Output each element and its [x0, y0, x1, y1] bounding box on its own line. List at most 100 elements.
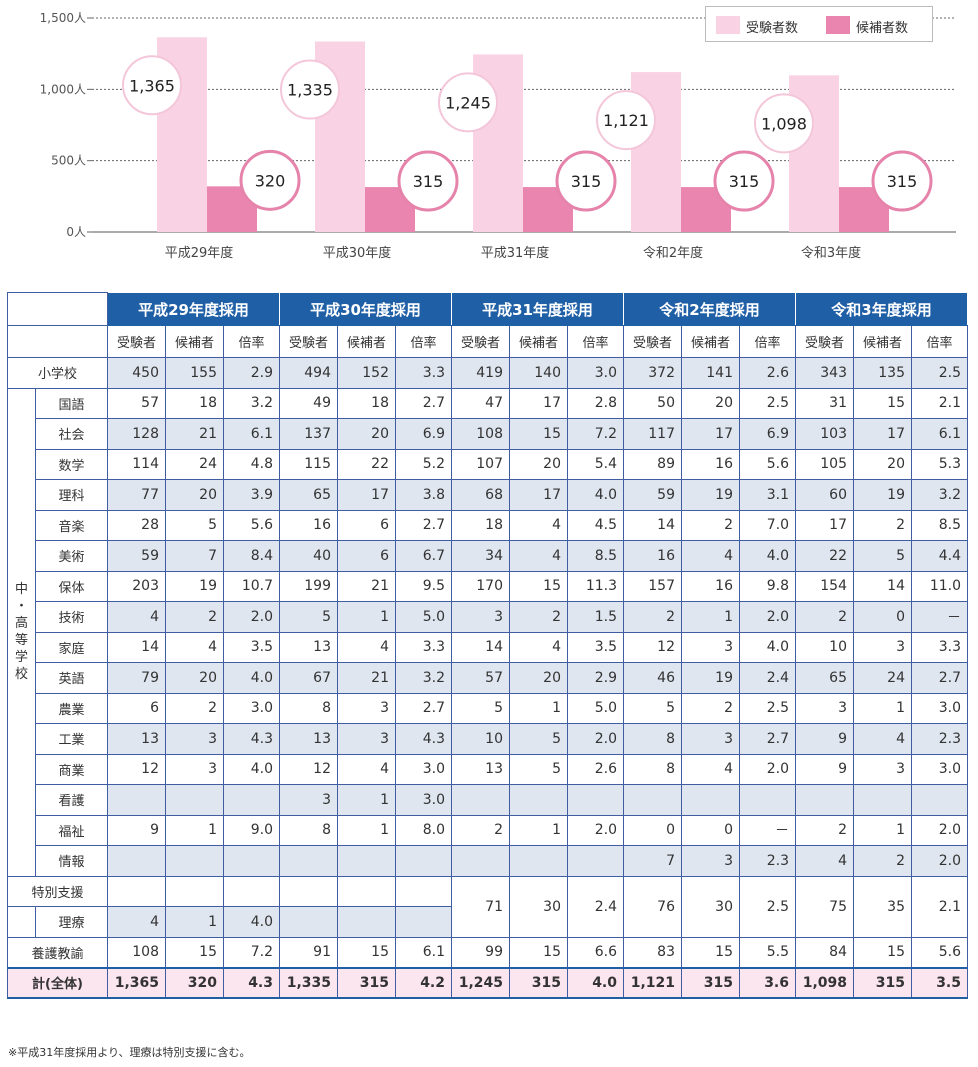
- ratio-cell: 4.0: [739, 631, 796, 663]
- ratio-cell: 4.3: [223, 723, 280, 755]
- applicants-cell: 157: [623, 570, 682, 602]
- ratio-cell: 7.2: [223, 936, 280, 968]
- ratio-cell: 4.0: [567, 966, 624, 999]
- ratio-cell: 2.9: [223, 357, 280, 389]
- ratio-cell: 1.5: [567, 601, 624, 633]
- corner-cell: [7, 325, 108, 358]
- column-header: 受験者: [451, 325, 510, 358]
- y-tick-label: 1,000人: [40, 82, 86, 96]
- ratio-cell: 2.1: [911, 875, 968, 938]
- legend-label-applicants: 受験者数: [746, 21, 799, 36]
- ratio-cell: 2.7: [739, 723, 796, 755]
- ratio-cell: [567, 845, 624, 877]
- ratio-cell: 3.5: [567, 631, 624, 663]
- candidates-cell: 1: [509, 814, 568, 846]
- ratio-cell: 10.7: [223, 570, 280, 602]
- x-tick-label: 平成30年度: [323, 245, 392, 261]
- candidates-cell: 5: [509, 723, 568, 755]
- ratio-cell: 3.6: [739, 966, 796, 999]
- applicants-cell: 99: [451, 936, 510, 968]
- table-row: 農業 6 2 3.0 8 3 2.7 5 1 5.0 5 2 2.5 3 1 3.0: [8, 692, 968, 724]
- ratio-cell: 4.0: [567, 479, 624, 511]
- candidates-cell: 4: [337, 631, 396, 663]
- data-label-circle-candidates: [239, 149, 301, 211]
- row-label: 数学: [35, 448, 108, 480]
- row-label: 情報: [35, 845, 108, 877]
- ratio-cell: 2.7: [911, 662, 968, 694]
- ratio-cell: 5.6: [739, 448, 796, 480]
- column-header-row: 受験者 候補者 倍率 受験者 候補者 倍率 受験者 候補者 倍率 受験者 候補者 倍率 受験者 候補者 倍率: [7, 325, 968, 358]
- applicants-cell: 14: [451, 631, 510, 663]
- data-label-circle-applicants: [754, 93, 814, 154]
- ratio-cell: 2.0: [739, 601, 796, 633]
- candidates-cell: 15: [509, 418, 568, 450]
- ratio-cell: [567, 784, 624, 816]
- applicants-cell: 4: [795, 845, 854, 877]
- ratio-cell: 2.5: [739, 387, 796, 419]
- data-label-circle-applicants: [280, 59, 340, 120]
- applicants-cell: 4: [107, 906, 166, 938]
- vertical-char: 学: [14, 650, 28, 665]
- candidates-cell: 20: [681, 387, 740, 419]
- data-label-candidates: 315: [887, 172, 918, 191]
- vertical-char: ・: [14, 599, 28, 614]
- candidates-cell: 4: [165, 631, 224, 663]
- applicants-cell: 450: [107, 357, 166, 389]
- candidates-cell: 17: [681, 418, 740, 450]
- ratio-cell: [395, 845, 452, 877]
- ratio-cell: 5.4: [567, 448, 624, 480]
- ratio-cell: 4.5: [567, 509, 624, 541]
- bar-chart: 0人 500人 1,000人 1,500人 1,365 320 平成29年度 1,335 315…: [40, 11, 956, 261]
- candidates-cell: 2: [853, 845, 912, 877]
- ratio-cell: 6.9: [395, 418, 452, 450]
- applicants-cell: 47: [451, 387, 510, 419]
- applicants-cell: 13: [107, 723, 166, 755]
- candidates-cell: 1: [853, 814, 912, 846]
- candidates-cell: 4: [337, 753, 396, 785]
- applicants-cell: 2: [795, 814, 854, 846]
- year-header: 平成31年度採用: [451, 292, 624, 326]
- candidates-cell: 20: [509, 448, 568, 480]
- ratio-cell: 5.0: [567, 692, 624, 724]
- ratio-cell: 2.4: [567, 875, 624, 938]
- applicants-cell: [623, 784, 682, 816]
- candidates-cell: 2: [165, 692, 224, 724]
- applicants-cell: 68: [451, 479, 510, 511]
- candidates-cell: 22: [337, 448, 396, 480]
- applicants-cell: 2: [795, 601, 854, 633]
- legend-swatch-candidates: [826, 16, 850, 34]
- ratio-cell: 6.9: [739, 418, 796, 450]
- applicants-cell: 13: [279, 723, 338, 755]
- table-row: 理科 77 20 3.9 65 17 3.8 68 17 4.0 59 19 3.1 60 19 3.2: [8, 479, 968, 511]
- candidates-cell: 315: [509, 966, 568, 999]
- column-header: 受験者: [623, 325, 682, 358]
- candidates-cell: 20: [853, 448, 912, 480]
- applicants-cell: 57: [451, 662, 510, 694]
- column-header: 倍率: [911, 325, 968, 358]
- applicants-cell: 8: [279, 692, 338, 724]
- data-label-applicants: 1,365: [129, 76, 175, 95]
- candidates-cell: 21: [337, 570, 396, 602]
- candidates-cell: 18: [165, 387, 224, 419]
- candidates-cell: 15: [509, 936, 568, 968]
- applicants-cell: 71: [451, 875, 510, 938]
- table-row: 音楽 28 5 5.6 16 6 2.7 18 4 4.5 14 2 7.0 17 2 8.5: [8, 509, 968, 541]
- empty-cell: [337, 906, 396, 938]
- ratio-cell: 2.4: [739, 662, 796, 694]
- applicants-cell: 14: [623, 509, 682, 541]
- ratio-cell: 5.3: [911, 448, 968, 480]
- data-label-candidates: 315: [571, 172, 602, 191]
- recruitment-table: 平成29年度採用 平成30年度採用 平成31年度採用 令和2年度採用 令和3年度採用 受験…: [7, 292, 968, 999]
- candidates-cell: [509, 845, 568, 877]
- applicants-cell: 31: [795, 387, 854, 419]
- ratio-cell: 6.1: [911, 418, 968, 450]
- ratio-cell: －: [739, 814, 796, 846]
- row-label: 国語: [35, 387, 108, 419]
- applicants-cell: 10: [451, 723, 510, 755]
- candidates-cell: 5: [509, 753, 568, 785]
- applicants-cell: 12: [107, 753, 166, 785]
- applicants-cell: 34: [451, 540, 510, 572]
- candidates-cell: 1: [337, 784, 396, 816]
- applicants-cell: 6: [107, 692, 166, 724]
- ratio-cell: 2.0: [223, 601, 280, 633]
